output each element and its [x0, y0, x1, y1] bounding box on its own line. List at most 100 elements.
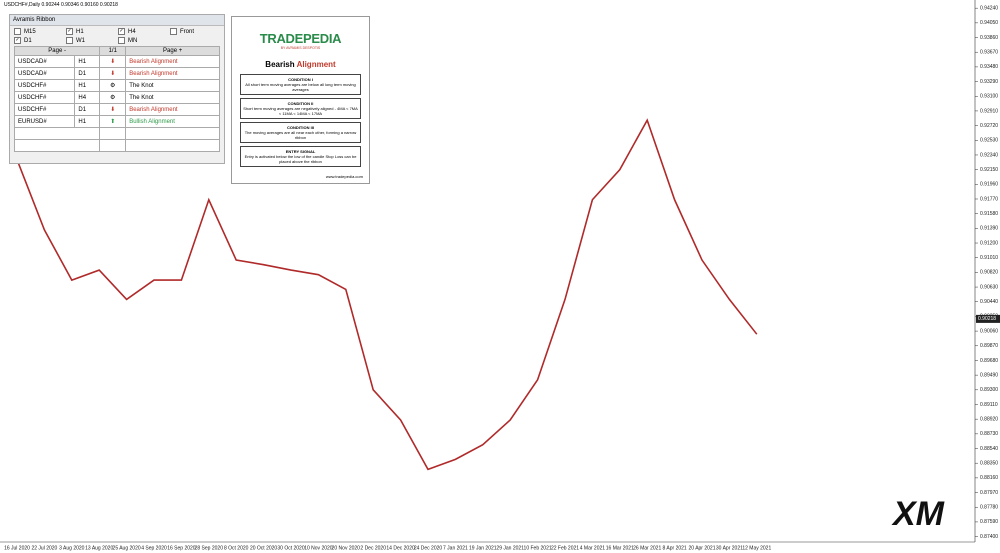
logo: XM [893, 495, 944, 533]
y-tick-label: 0.94050 [980, 20, 998, 26]
x-tick-label: 29 Jan 2021 [496, 545, 524, 551]
conditions: CONDITION I All short term moving average… [232, 74, 369, 167]
signal-status: Bullish Alignment [125, 115, 220, 129]
y-tick-label: 0.89680 [980, 358, 998, 364]
x-tick-label: 4 Sep 2020 [141, 545, 167, 551]
checkbox[interactable] [66, 37, 73, 45]
y-tick-label: 0.91580 [980, 211, 998, 217]
checkbox[interactable]: ✓ [66, 28, 73, 35]
timeframe-label: W1 [76, 38, 85, 45]
timeframe-label: MN [128, 38, 138, 45]
y-tick-label: 0.87400 [980, 534, 998, 540]
y-tick-label: 0.89870 [980, 343, 998, 349]
signal-row: USDCHF# D1 ⬇ Bearish Alignment [13, 103, 220, 117]
condition: CONDITION I All short term moving average… [240, 74, 361, 95]
chart-header: USDCHF#,Daily 0.90244 0.90346 0.90160 0.… [4, 2, 118, 8]
current-price-box [976, 314, 1000, 323]
signal-row: USDCHF# H1 ⚙ The Knot [13, 79, 220, 93]
page-prev[interactable]: Page - [13, 46, 101, 57]
footer: www.tradepedia.com [325, 174, 363, 179]
checkbox[interactable] [118, 37, 125, 45]
condition-text: The moving averages are all near each ot… [244, 130, 357, 140]
timeframe: H1 [74, 115, 101, 129]
signal-row: USDCHF# H4 ⚙ The Knot [13, 91, 220, 105]
condition: CONDITION II Short term moving averages a… [240, 98, 361, 119]
x-tick-label: 13 Aug 2020 [85, 545, 113, 551]
y-tick-label: 0.89490 [980, 372, 998, 378]
y-tick-label: 0.88350 [980, 461, 998, 467]
y-tick-label: 0.93480 [980, 64, 998, 70]
condition-text: All short term moving averages are below… [245, 82, 356, 92]
y-tick-label: 0.87780 [980, 505, 998, 511]
checkbox[interactable] [170, 28, 177, 35]
signal-icon: ⬆ [99, 115, 127, 129]
timeframe: D1 [74, 103, 101, 117]
signal-icon: ⚙ [99, 91, 127, 105]
symbol: USDCAD# [13, 67, 76, 81]
x-tick-label: 3 Aug 2020 [59, 545, 85, 551]
x-tick-label: 30 Apr 2021 [716, 545, 743, 551]
checkbox[interactable]: ✓ [118, 28, 125, 35]
symbol: EURUSD# [13, 115, 76, 129]
y-tick-label: 0.91960 [980, 182, 998, 188]
condition-text: Short term moving averages are negativel… [243, 106, 358, 116]
x-tick-label: 20 Oct 2020 [250, 545, 277, 551]
timeframe-label: H1 [76, 29, 84, 36]
timeframe: H4 [74, 91, 101, 105]
y-tick-label: 0.88540 [980, 446, 998, 452]
y-tick-label: 0.89300 [980, 387, 998, 393]
x-tick-label: 4 Mar 2021 [580, 545, 606, 551]
x-tick-label: 19 Jan 2021 [469, 545, 497, 551]
timeframe: ✓ H1 [66, 28, 116, 35]
condition: ENTRY SIGNAL Entry is activated below the… [240, 146, 361, 167]
x-tick-label: 12 May 2021 [742, 545, 771, 551]
symbol: USDCHF# [13, 103, 76, 117]
ribbon-panel: Avramis Ribbon M15 ✓ H1 ✓ H4 Front ✓ D1 W1 MN Pag… [9, 14, 225, 164]
checkbox[interactable] [14, 28, 21, 35]
x-tick-label: 2 Dec 2020 [360, 545, 386, 551]
y-tick-label: 0.88730 [980, 431, 998, 437]
infographic: TRADEPEDIA BY AVRAMIS DESPOTIS Bearish A… [231, 16, 370, 184]
y-tick-label: 0.92150 [980, 167, 998, 173]
timeframe: M15 [14, 28, 64, 35]
y-tick-label: 0.91010 [980, 255, 998, 261]
condition-title: ENTRY SIGNAL [285, 149, 316, 154]
y-tick-label: 0.87970 [980, 490, 998, 496]
signal-icon: ⬇ [99, 67, 127, 81]
signal-icon: ⬇ [99, 103, 127, 117]
signal-icon: ⬇ [99, 55, 127, 69]
heading: Bearish Alignment [232, 60, 369, 69]
y-tick-label: 0.88920 [980, 416, 998, 422]
x-tick-label: 7 Jan 2021 [443, 545, 468, 551]
heading-b: Alignment [296, 60, 336, 69]
current-price-label: 0.90218 [978, 316, 996, 322]
heading-a: Bearish [265, 60, 297, 69]
timeframe: Front [170, 28, 220, 35]
timeframe: D1 [74, 67, 101, 81]
x-tick-label: 30 Oct 2020 [277, 545, 304, 551]
signal-icon: ⚙ [99, 79, 127, 93]
x-tick-label: 16 Jul 2020 [4, 545, 30, 551]
page-next[interactable]: Page + [125, 46, 220, 57]
y-tick-label: 0.93290 [980, 79, 998, 85]
x-tick-label: 8 Apr 2021 [663, 545, 687, 551]
y-tick-label: 0.91390 [980, 226, 998, 232]
y-tick-label: 0.90440 [980, 299, 998, 305]
signal-row: USDCAD# H1 ⬇ Bearish Alignment [13, 55, 220, 69]
condition-title: CONDITION III [287, 125, 314, 130]
x-tick-label: 10 Nov 2020 [304, 545, 333, 551]
signal-status: Bearish Alignment [125, 67, 220, 81]
y-tick-label: 0.89110 [980, 402, 998, 408]
x-tick-label: 22 Feb 2021 [551, 545, 579, 551]
signal-table: Page -1/1 Page + USDCAD# H1 ⬇ Bearish Alignm… [13, 46, 220, 153]
byline: BY AVRAMIS DESPOTIS [280, 46, 321, 50]
timeframe-label: Front [180, 29, 195, 36]
x-tick-label: 28 Sep 2020 [195, 545, 224, 551]
checkbox[interactable]: ✓ [14, 37, 21, 45]
signal-status: Bearish Alignment [125, 103, 220, 117]
timeframe: ✓ D1 [14, 37, 64, 44]
timeframe-label: M15 [24, 29, 36, 36]
x-tick-label: 22 Jul 2020 [31, 545, 57, 551]
x-tick-label: 16 Sep 2020 [167, 545, 196, 551]
